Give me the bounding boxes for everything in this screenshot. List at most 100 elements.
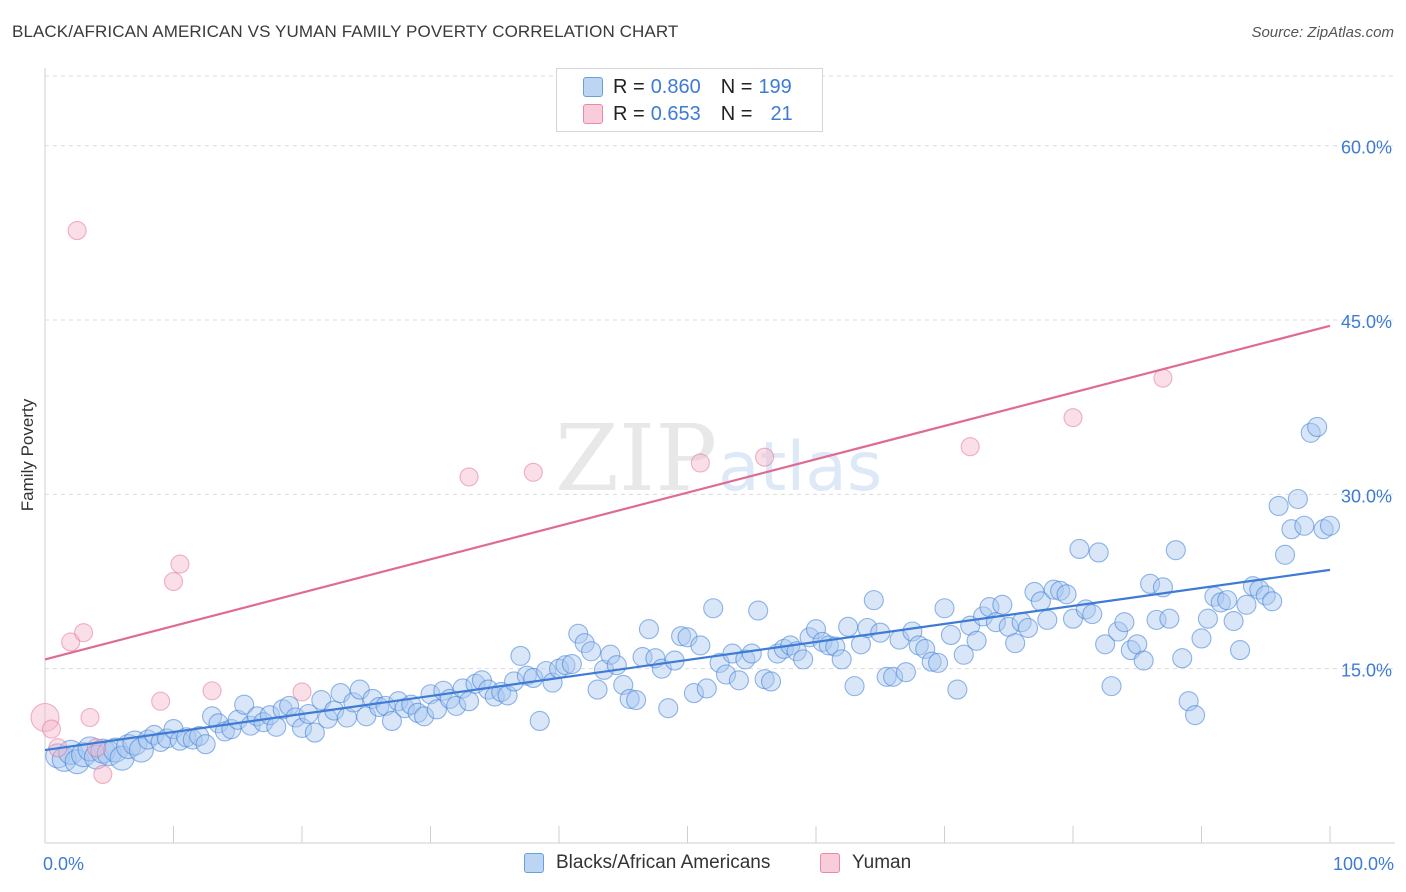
blue-point — [825, 636, 846, 657]
watermark-atlas: atlas — [718, 428, 882, 507]
blue-point — [966, 630, 987, 651]
blue-point — [1101, 676, 1122, 697]
blue-point — [1037, 609, 1058, 630]
pink-point — [163, 571, 184, 592]
blue-point — [626, 690, 647, 711]
blue-point — [407, 702, 428, 723]
bottom-legend-label-blue: Blacks/African Americans — [556, 852, 771, 873]
pink-point — [202, 681, 222, 701]
blue-point — [928, 652, 949, 673]
pink-point — [74, 623, 94, 643]
blue-point — [581, 641, 602, 662]
blue-point — [503, 671, 525, 692]
blue-point — [703, 598, 724, 619]
blue-point — [1159, 608, 1180, 629]
blue-point — [458, 691, 480, 712]
blue-point — [1082, 604, 1103, 625]
bottom-legend-swatch-blue — [524, 853, 544, 873]
blue-point — [638, 619, 660, 640]
bottom-legend-blue: Blacks/African Americans — [524, 852, 770, 874]
blue-point — [1217, 590, 1238, 611]
blue-point — [304, 722, 325, 743]
blue-point — [1017, 617, 1039, 639]
blue-point — [934, 598, 955, 619]
blue-point — [1268, 495, 1289, 517]
x-tick-labels: 0.0% 100.0% — [43, 854, 1394, 874]
pink-point — [292, 682, 312, 702]
pink-point — [690, 453, 710, 473]
blue-point — [1050, 580, 1071, 601]
blue-point — [921, 651, 942, 672]
blue-point — [741, 643, 762, 664]
blue-point — [1262, 591, 1283, 612]
x-tick-label: 100.0% — [1333, 854, 1394, 874]
blue-point — [1274, 544, 1296, 565]
blue-point — [895, 662, 917, 683]
legend-n-label: N = — [720, 75, 753, 98]
blue-point — [195, 734, 216, 755]
blue-point — [947, 679, 968, 700]
blue-point — [683, 683, 704, 704]
pink-point — [93, 764, 113, 784]
y-axis-label: Family Poverty — [18, 398, 37, 512]
blue-point — [793, 649, 814, 670]
blue-point — [715, 664, 737, 685]
legend: R = 0.860 N = 199 R = 0.653 N = 21 — [556, 68, 823, 132]
legend-n-value: 21 — [770, 102, 793, 125]
blue-point — [234, 694, 255, 715]
pink-point — [67, 221, 87, 241]
blue-point — [831, 649, 852, 670]
bottom-legend-pink: Yuman — [820, 852, 911, 874]
blue-point — [915, 638, 936, 659]
blue-point — [1281, 519, 1302, 540]
blue-point — [671, 626, 692, 647]
blue-point — [1185, 705, 1206, 726]
bottom-legend-label-pink: Yuman — [852, 852, 912, 873]
blue-point — [805, 619, 827, 640]
y-tick-label: 60.0% — [1341, 138, 1392, 158]
chart-title: BLACK/AFRICAN AMERICAN VS YUMAN FAMILY P… — [12, 22, 679, 41]
blue-point — [1300, 422, 1321, 443]
blue-point — [1319, 515, 1341, 536]
blue-point — [285, 707, 306, 728]
blue-point — [1287, 488, 1308, 510]
blue-point — [953, 644, 974, 665]
pink-point — [523, 462, 543, 482]
legend-row-blue: R = 0.860 N = 199 — [583, 75, 792, 99]
watermark: ZIP atlas — [555, 405, 882, 512]
pink-point — [151, 691, 171, 711]
blue-point — [446, 695, 467, 716]
blue-point — [748, 600, 769, 621]
x-tick-label: 0.0% — [43, 854, 84, 874]
pink-point — [170, 554, 190, 574]
watermark-zip: ZIP — [555, 405, 717, 512]
blue-point — [529, 710, 550, 732]
blue-point — [1114, 612, 1135, 633]
blue-point — [1069, 538, 1090, 560]
pink-point — [61, 632, 81, 652]
blue-point — [1307, 416, 1328, 438]
pink-point — [80, 707, 100, 728]
blue-point — [1043, 579, 1064, 600]
y-tick-labels: 15.0% 30.0% 45.0% 60.0% — [1341, 138, 1392, 681]
legend-r-label: R = — [613, 75, 645, 98]
blue-point — [1313, 519, 1334, 540]
y-tick-label: 45.0% — [1341, 312, 1392, 332]
y-tick-label: 15.0% — [1341, 661, 1392, 681]
pink-point — [755, 447, 775, 467]
legend-swatch-blue — [583, 77, 603, 97]
blue-point — [690, 635, 711, 656]
blue-point — [940, 624, 961, 646]
blue-point — [266, 716, 287, 737]
blue-point — [109, 745, 135, 771]
blue-point — [414, 706, 435, 727]
blue-point — [189, 726, 210, 747]
blue-point — [735, 649, 756, 670]
blue-point — [163, 719, 184, 740]
blue-point — [1140, 573, 1161, 594]
blue-point — [876, 666, 897, 687]
blue-point — [574, 633, 595, 654]
pink-point — [960, 437, 980, 457]
blue-point — [1294, 515, 1315, 536]
